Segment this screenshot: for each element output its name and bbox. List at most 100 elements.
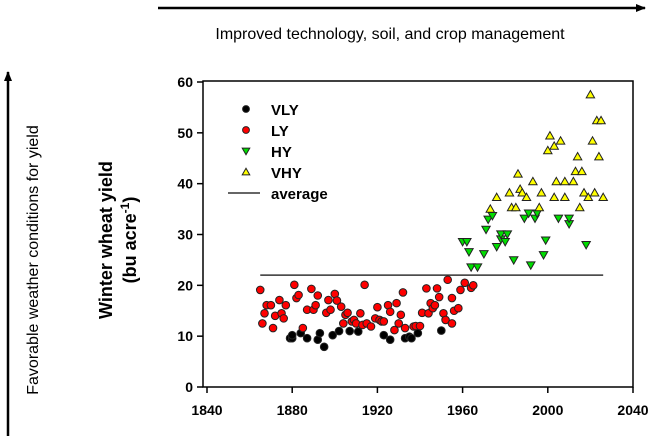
- point-hy: [478, 250, 489, 260]
- top-arrow-label: Improved technology, soil, and crop mana…: [215, 26, 565, 43]
- point-ly: [307, 284, 316, 294]
- left-arrow-label: Favorable weather conditions for yield: [25, 125, 42, 394]
- point-hy: [502, 230, 513, 240]
- point-ly: [360, 280, 369, 290]
- point-ly: [332, 296, 342, 305]
- y-tick-label: 30: [177, 227, 193, 243]
- point-vhy: [551, 176, 562, 186]
- y-tick-label: 40: [177, 176, 193, 192]
- y-axis-unit: (bu acre-1): [118, 197, 140, 284]
- point-ly: [390, 325, 399, 335]
- point-hy: [491, 243, 502, 252]
- point-vhy: [570, 166, 581, 176]
- point-ly: [366, 322, 376, 331]
- legend-label-ly: LY: [271, 123, 289, 140]
- point-vhy: [549, 140, 560, 150]
- point-hy: [472, 263, 483, 273]
- point-ly: [290, 280, 299, 290]
- point-vly: [407, 333, 416, 343]
- point-ly: [415, 321, 425, 331]
- plot-frame: [202, 80, 634, 388]
- point-hy: [466, 263, 477, 273]
- point-hy: [581, 241, 592, 250]
- point-ly: [266, 300, 276, 310]
- point-hy: [519, 214, 530, 224]
- point-vhy: [595, 115, 607, 125]
- point-vhy: [491, 192, 502, 202]
- point-vhy: [593, 151, 604, 161]
- point-vhy: [568, 176, 579, 186]
- point-vhy: [589, 187, 600, 197]
- y-tick-label: 10: [177, 328, 193, 344]
- y-tick-label: 60: [177, 74, 193, 90]
- point-vly: [287, 330, 297, 340]
- point-hy: [463, 248, 475, 257]
- y-tick-label: 50: [177, 125, 193, 141]
- point-hy: [553, 214, 564, 224]
- point-vly: [353, 327, 363, 336]
- point-ly: [260, 308, 269, 318]
- point-hy: [495, 230, 507, 240]
- point-ly: [356, 308, 365, 318]
- point-ly: [281, 300, 291, 310]
- x-tick-label: 2040: [617, 402, 648, 418]
- point-vhy: [572, 151, 583, 161]
- point-ly: [454, 303, 463, 313]
- legend-label-vhy: VHY: [271, 165, 302, 182]
- point-ly: [468, 281, 478, 290]
- point-vly: [385, 335, 395, 345]
- point-hy: [500, 237, 511, 247]
- y-tick-label: 20: [177, 277, 193, 293]
- point-vly: [319, 342, 329, 352]
- point-ly: [447, 319, 457, 328]
- point-ly: [343, 308, 352, 318]
- point-vhy: [587, 135, 598, 145]
- point-vhy: [555, 135, 566, 145]
- point-vhy: [527, 176, 538, 186]
- point-ly: [385, 307, 395, 317]
- point-ly: [430, 300, 440, 310]
- x-tick-label: 1880: [277, 402, 308, 418]
- point-hy: [525, 261, 536, 271]
- point-vhy: [510, 202, 521, 212]
- point-vhy: [544, 130, 555, 140]
- point-hy: [564, 214, 575, 224]
- point-hy: [480, 225, 492, 235]
- legend-label-average: average: [271, 186, 328, 203]
- point-vhy: [534, 202, 545, 212]
- point-ly: [392, 298, 401, 308]
- point-vhy: [549, 192, 560, 202]
- point-ly: [339, 319, 348, 328]
- point-hy: [540, 236, 551, 246]
- point-ly: [422, 284, 431, 293]
- legend-marker-hy: [241, 147, 251, 156]
- point-ly: [268, 323, 278, 333]
- point-vhy: [583, 192, 594, 202]
- point-ly: [311, 300, 320, 310]
- point-ly: [434, 292, 444, 302]
- legend-marker-ly: [242, 126, 250, 134]
- point-vhy: [598, 192, 609, 202]
- legend: VLY LY HY VHY average: [228, 102, 328, 203]
- point-ly: [441, 315, 450, 325]
- point-ly: [324, 295, 333, 305]
- point-ly: [394, 319, 404, 328]
- legend-marker-vly: [242, 105, 250, 113]
- point-hy: [538, 251, 549, 261]
- point-vhy: [578, 187, 590, 197]
- point-vhy: [559, 192, 570, 202]
- point-vly: [379, 330, 389, 340]
- point-ly: [255, 285, 265, 295]
- point-ly: [443, 275, 452, 285]
- legend-label-hy: HY: [271, 144, 292, 161]
- point-ly: [396, 310, 406, 320]
- point-ly: [326, 305, 335, 315]
- point-ly: [432, 284, 442, 293]
- point-hy: [508, 256, 519, 266]
- point-vly: [345, 326, 355, 336]
- point-vhy: [576, 166, 587, 176]
- point-vhy: [485, 203, 496, 213]
- point-ly: [313, 291, 323, 300]
- point-hy: [523, 209, 534, 219]
